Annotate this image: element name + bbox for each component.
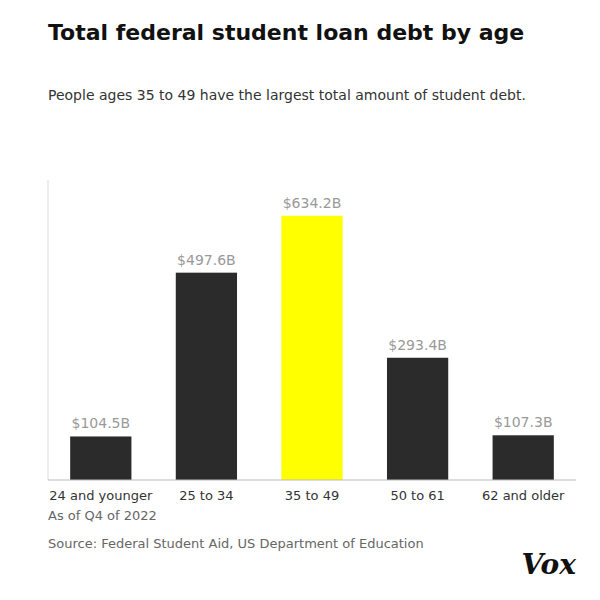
x-tick-label: 25 to 34	[179, 488, 233, 503]
bars	[70, 216, 554, 480]
bar	[281, 216, 342, 480]
bar	[176, 273, 237, 480]
x-tick-label: 24 and younger	[49, 488, 153, 503]
bar	[493, 435, 554, 480]
data-label: $107.3B	[494, 414, 553, 430]
bar	[70, 436, 131, 480]
x-tick-label: 35 to 49	[285, 488, 339, 503]
chart-container: Total federal student loan debt by age Pe…	[0, 0, 600, 600]
chart: Total federal student loan debt by age Pe…	[0, 0, 600, 600]
data-label: $497.6B	[177, 252, 236, 268]
data-label: $104.5B	[72, 415, 131, 431]
branding: Vox	[521, 548, 576, 581]
footnote: Source: Federal Student Aid, US Departme…	[48, 536, 424, 551]
footnote: As of Q4 of 2022	[48, 508, 157, 523]
y-axis-line	[48, 180, 49, 480]
x-axis-line	[48, 480, 576, 481]
bar	[387, 358, 448, 480]
subtitle: People ages 35 to 49 have the largest to…	[48, 87, 526, 103]
x-tick-label: 62 and older	[482, 488, 565, 503]
data-label: $634.2B	[283, 195, 342, 211]
title: Total federal student loan debt by age	[48, 20, 524, 45]
data-label: $293.4B	[388, 337, 447, 353]
x-tick-label: 50 to 61	[390, 488, 444, 503]
